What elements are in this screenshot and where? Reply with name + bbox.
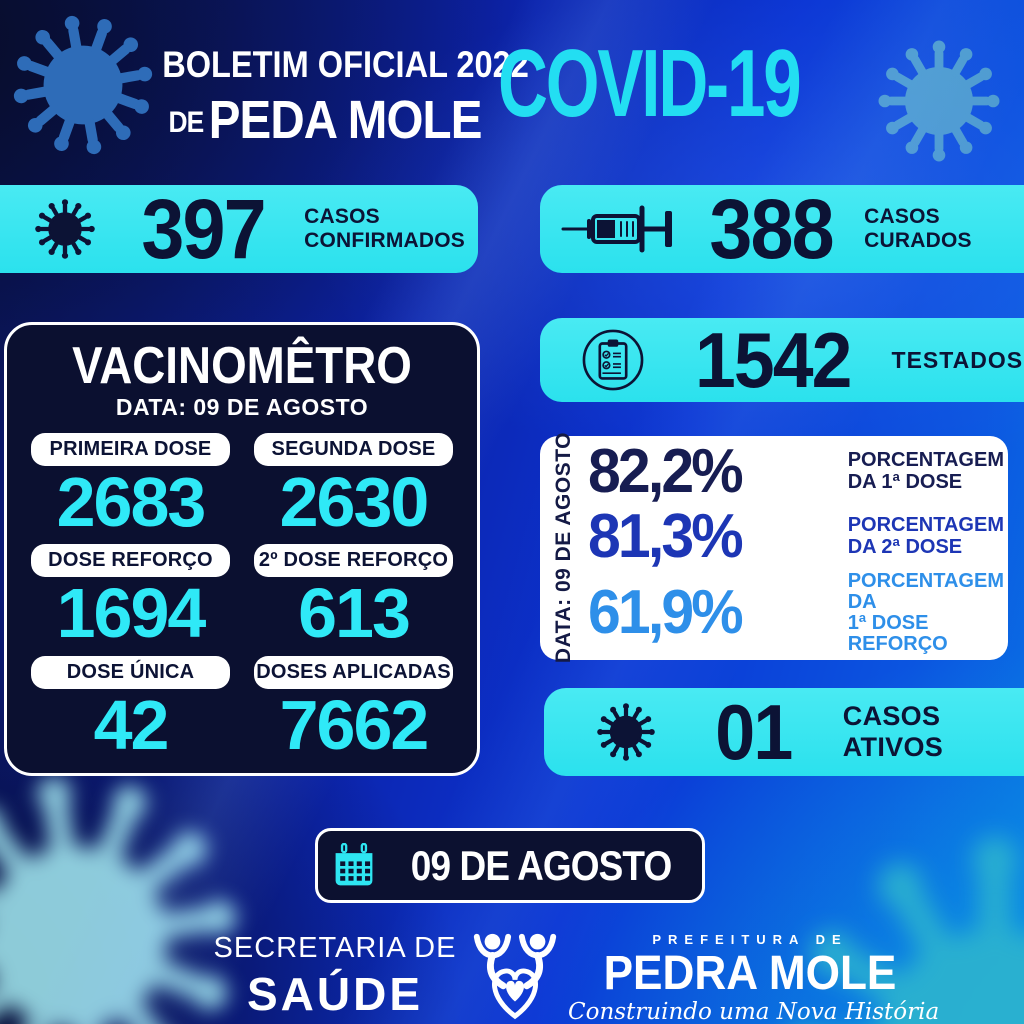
dose-cell: DOSE REFORÇO 1694 xyxy=(31,544,230,648)
people-heart-icon xyxy=(466,926,564,1024)
tested-label: TESTADOS xyxy=(891,346,1024,373)
dose-value: 613 xyxy=(298,574,411,653)
virus-icon xyxy=(596,702,656,762)
vertical-date-text: DATA: 09 DE AGOSTO xyxy=(551,432,575,664)
bulletin-title-city: PEDA MOLE xyxy=(208,90,483,150)
dose-value: 42 xyxy=(93,685,170,764)
vacinometro-date: DATA: 09 DE AGOSTO xyxy=(115,393,369,420)
confirmed-cases-value: 397 xyxy=(141,182,266,276)
dose-cell: DOSE ÚNICA 42 xyxy=(31,655,230,764)
dose1-percentage-label: PORCENTAGEM DA 1ª DOSE xyxy=(847,449,1004,493)
dose-label-pill: DOSE REFORÇO xyxy=(31,544,230,578)
percentage-row: 81,3% PORCENTAGEM DA 2ª DOSE xyxy=(587,501,1004,571)
confirmed-label-line2: CONFIRMADOS xyxy=(304,229,466,252)
calendar-icon xyxy=(331,843,377,889)
dose2-percentage-label: PORCENTAGEM DA 2ª DOSE xyxy=(847,514,1004,558)
vacinometro-grid: PRIMEIRA DOSE 2683 SEGUNDA DOSE 2630 DOS… xyxy=(7,432,477,764)
bulletin-title: BOLETIM OFICIAL 2022 DEPEDA MOLE xyxy=(140,44,529,151)
covid19-title: COVID-19 xyxy=(498,30,802,137)
vertical-date: DATA: 09 DE AGOSTO xyxy=(540,432,588,663)
secretaria-block: SECRETARIA DE SAÚDE xyxy=(200,932,470,1021)
active-cases-value: 01 xyxy=(715,688,793,776)
dose-value: 1694 xyxy=(56,574,207,653)
secretaria-line2: SAÚDE xyxy=(246,968,424,1020)
bulletin-title-de: DE xyxy=(168,106,204,139)
dose-value: 2630 xyxy=(279,462,430,541)
percentage-row: 61,9% PORCENTAGEM DA 1ª DOSE REFORÇO xyxy=(587,569,1004,656)
cured-cases-label: CASOS CURADOS xyxy=(864,205,972,252)
dose-cell: 2º DOSE REFORÇO 613 xyxy=(254,544,453,648)
prefeitura-logo-block: PREFEITURA DE PEDRA MOLE Construindo uma… xyxy=(568,932,940,1024)
tested-box: 1542 TESTADOS xyxy=(540,318,1024,402)
syringe-icon xyxy=(554,199,694,259)
label-line1: PORCENTAGEM xyxy=(847,514,1004,537)
dose-label-pill: PRIMEIRA DOSE xyxy=(31,432,230,466)
prefeitura-small-text: PREFEITURA DE xyxy=(652,932,848,947)
coronavirus-icon xyxy=(876,38,1002,164)
dose-cell: PRIMEIRA DOSE 2683 xyxy=(31,432,230,541)
prefeitura-name: PEDRA MOLE xyxy=(603,947,897,1000)
bulletin-title-line1: BOLETIM OFICIAL 2022 xyxy=(162,44,529,85)
virus-icon xyxy=(34,198,96,260)
dose-label-pill: DOSE ÚNICA xyxy=(31,655,230,689)
dose-cell: SEGUNDA DOSE 2630 xyxy=(254,432,453,541)
percentages-panel: DATA: 09 DE AGOSTO 82,2% PORCENTAGEM DA … xyxy=(540,432,1008,664)
reforco-percentage: 61,9% xyxy=(587,578,744,647)
label-line2: 1ª DOSE REFORÇO xyxy=(847,612,948,656)
label-line1: PORCENTAGEM DA xyxy=(847,569,1004,613)
dose-cell: DOSES APLICADAS 7662 xyxy=(254,655,453,764)
cured-cases-value: 388 xyxy=(709,182,834,276)
active-cases-label: CASOS ATIVOS xyxy=(842,701,944,762)
confirmed-label-line1: CASOS xyxy=(304,205,380,229)
reforco-percentage-label: PORCENTAGEM DA 1ª DOSE REFORÇO xyxy=(847,569,1004,656)
dose-value: 7662 xyxy=(279,685,430,764)
confirmed-cases-box: 397 CASOS CONFIRMADOS xyxy=(0,185,478,273)
cured-cases-box: 388 CASOS CURADOS xyxy=(540,185,1024,273)
prefeitura-slogan: Construindo uma Nova História xyxy=(568,999,940,1024)
date-bar-label: 09 DE AGOSTO xyxy=(410,841,672,889)
dose-label-pill: SEGUNDA DOSE xyxy=(254,432,453,466)
bulletin-title-line2: DEPEDA MOLE xyxy=(162,89,488,151)
dose1-percentage: 82,2% xyxy=(587,436,744,506)
secretaria-line1: SECRETARIA DE xyxy=(213,932,457,964)
dose-label-pill: DOSES APLICADAS xyxy=(254,655,453,689)
confirmed-cases-label: CASOS CONFIRMADOS xyxy=(304,205,465,252)
label-line1: PORCENTAGEM xyxy=(847,449,1004,472)
dose2-percentage: 81,3% xyxy=(587,501,744,571)
label-line2: DA 2ª DOSE xyxy=(847,535,963,558)
active-cases-box: 01 CASOS ATIVOS xyxy=(544,688,1024,776)
label-line2: DA 1ª DOSE xyxy=(847,470,963,493)
vacinometro-panel: VACINOMÊTRO DATA: 09 DE AGOSTO PRIMEIRA … xyxy=(4,322,480,776)
clipboard-check-icon xyxy=(580,327,646,393)
percentage-rows: 82,2% PORCENTAGEM DA 1ª DOSE 81,3% PORCE… xyxy=(588,436,1008,660)
date-bar: 09 DE AGOSTO xyxy=(315,828,705,903)
percentage-row: 82,2% PORCENTAGEM DA 1ª DOSE xyxy=(587,436,1004,506)
tested-value: 1542 xyxy=(694,316,852,404)
cured-label-line1: CASOS xyxy=(864,205,940,229)
vacinometro-title: VACINOMÊTRO xyxy=(72,337,412,395)
dose-value: 2683 xyxy=(56,462,207,541)
dose-label-pill: 2º DOSE REFORÇO xyxy=(254,544,453,578)
cured-label-line2: CURADOS xyxy=(864,229,972,252)
